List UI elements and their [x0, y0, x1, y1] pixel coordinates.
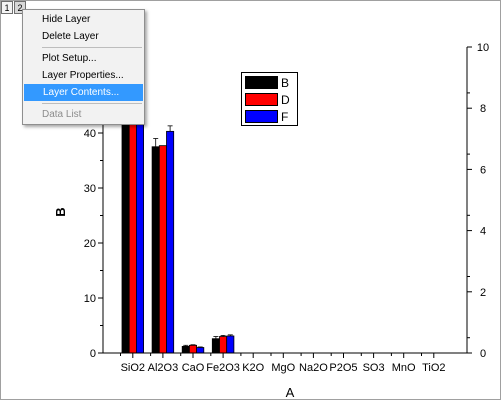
right-y-tick-label: 6 — [480, 164, 486, 176]
menu-separator — [42, 103, 142, 104]
legend-label-b: B — [281, 75, 290, 90]
legend-swatch-d — [245, 93, 278, 106]
menu-separator — [42, 47, 142, 48]
bar — [151, 146, 160, 354]
x-tick-label: Na2O — [299, 362, 328, 374]
x-tick-label: MnO — [392, 362, 416, 374]
right-y-tick-label: 8 — [480, 103, 486, 115]
x-tick-label: CaO — [182, 362, 205, 374]
right-y-tick-label: 4 — [480, 226, 486, 238]
right-y-tick-label: 2 — [480, 287, 486, 299]
x-tick-label: SiO2 — [121, 362, 145, 374]
y-axis-label: B — [53, 207, 68, 216]
error-bars-group — [153, 125, 233, 348]
legend-swatch-b — [245, 76, 278, 89]
bars-group — [121, 88, 235, 354]
y-tick-label: 0 — [90, 348, 96, 360]
bar — [219, 336, 228, 354]
bar — [196, 347, 205, 354]
layer-context-menu: Hide Layer Delete Layer Plot Setup... La… — [22, 9, 145, 125]
legend-swatch-f — [245, 110, 278, 123]
legend-item-f: F — [245, 109, 288, 124]
bar — [158, 145, 167, 354]
bar — [128, 88, 137, 354]
bar — [166, 130, 175, 354]
bar — [188, 344, 197, 354]
x-tick-label: P2O5 — [329, 362, 357, 374]
x-tick-label: Fe2O3 — [206, 362, 240, 374]
right-y-tick-label: 0 — [480, 348, 486, 360]
bar — [121, 88, 130, 354]
x-tick-label: K2O — [242, 362, 264, 374]
x-tick-label: Al2O3 — [148, 362, 179, 374]
axes-group: 0 10 20 30 40 0 2 4 6 8 10 SiO2 Al2O3 CaO Fe2O3 K2O MgO N… — [84, 42, 489, 374]
y-tick-label: 40 — [84, 128, 96, 140]
x-axis-label: A — [286, 385, 295, 400]
menu-item-delete-layer[interactable]: Delete Layer — [42, 31, 99, 42]
legend-item-b: B — [245, 75, 289, 90]
right-y-tick-label: 10 — [477, 42, 489, 54]
menu-item-data-list: Data List — [42, 109, 82, 120]
menu-item-plot-setup[interactable]: Plot Setup... — [42, 53, 97, 64]
legend[interactable]: B D F — [241, 72, 298, 126]
legend-label-d: D — [281, 92, 290, 107]
x-tick-label: MgO — [271, 362, 295, 374]
x-tick-label: TiO2 — [422, 362, 445, 374]
y-tick-label: 10 — [84, 293, 96, 305]
legend-item-d: D — [245, 92, 290, 107]
x-tick-label: SO3 — [363, 362, 385, 374]
menu-item-hide-layer[interactable]: Hide Layer — [42, 14, 91, 25]
bar — [211, 338, 220, 354]
bar — [181, 345, 190, 354]
bar — [135, 88, 144, 354]
y-tick-label: 30 — [84, 183, 96, 195]
layer-tab-1[interactable]: 1 — [1, 1, 13, 14]
legend-label-f: F — [281, 109, 289, 124]
menu-item-layer-contents[interactable]: Layer Contents... — [24, 84, 143, 101]
bar — [226, 335, 235, 354]
menu-item-layer-properties[interactable]: Layer Properties... — [42, 70, 124, 81]
y-tick-label: 20 — [84, 238, 96, 250]
